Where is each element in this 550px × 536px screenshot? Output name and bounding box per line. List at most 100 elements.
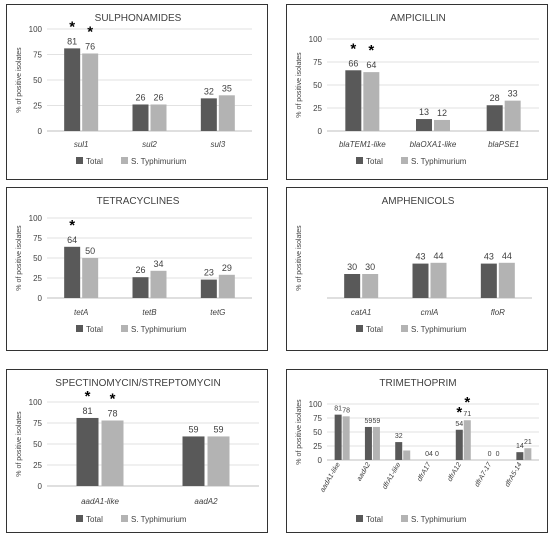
x-tick-label: blaPSE1: [488, 140, 519, 149]
legend-swatch-total: [76, 515, 83, 522]
legend-label-typhimurium: S. Typhimurium: [411, 325, 467, 334]
data-label: 76: [85, 41, 95, 51]
legend-label-total: Total: [86, 325, 103, 334]
bar-total-aadA1-like: [76, 417, 99, 486]
y-tick-label: 100: [29, 25, 43, 34]
data-label: 30: [347, 262, 357, 272]
bar-typhimurium-sul2: [150, 104, 167, 131]
data-label: 04: [425, 451, 433, 458]
data-label: 26: [135, 265, 145, 275]
data-label: 81: [82, 406, 92, 416]
x-tick-label: dfrA1-like: [382, 461, 403, 490]
legend-swatch-typhimurium: [401, 157, 408, 164]
bar-total-blaPSE1: [486, 105, 503, 131]
x-tick-label: floR: [491, 308, 505, 317]
bar-total-dfrA5-14: [516, 452, 524, 460]
y-tick-label: 75: [313, 414, 322, 423]
chart-title: TRIMETHOPRIM: [379, 378, 456, 389]
bar-typhimurium-blaOXA1-like: [434, 119, 450, 131]
bar-total-tetB: [132, 277, 149, 298]
data-label: 59: [213, 424, 223, 434]
y-tick-label: 0: [38, 482, 43, 491]
bar-typhimurium-dfrA1-like: [403, 450, 411, 460]
bar-total-sul2: [132, 104, 149, 131]
legend-swatch-total: [76, 157, 83, 164]
bar-typhimurium-dfrA12: [463, 420, 471, 460]
bar-total-catA1: [344, 274, 361, 298]
chart-panel-sulphonamides: SULPHONAMIDES % of positive isolates 0 25 50…: [6, 4, 268, 180]
bar-total-tetA: [64, 246, 81, 298]
data-label: 0: [496, 451, 500, 458]
x-tick-label: cmlA: [421, 308, 439, 317]
legend-label-total: Total: [366, 515, 383, 524]
legend-swatch-typhimurium: [121, 325, 128, 332]
x-tick-label: dfrA12: [447, 461, 463, 482]
bar-total-aadA1-like: [334, 414, 342, 460]
y-tick-label: 100: [29, 214, 43, 223]
data-label: 78: [342, 407, 350, 414]
legend-label-typhimurium: S. Typhimurium: [411, 157, 467, 166]
data-label: 32: [395, 433, 403, 440]
data-label: 66: [348, 58, 358, 68]
x-tick-label: aadA1-like: [319, 461, 342, 493]
y-tick-label: 75: [33, 234, 42, 243]
y-tick-label: 25: [313, 442, 322, 451]
y-tick-label: 75: [33, 51, 42, 60]
legend-swatch-typhimurium: [401, 515, 408, 522]
legend-label-typhimurium: S. Typhimurium: [411, 515, 467, 524]
data-label: 30: [365, 262, 375, 272]
data-label: 78: [107, 408, 117, 418]
data-label: 59: [373, 418, 381, 425]
significance-asterisk: *: [350, 40, 356, 57]
chart-title: SULPHONAMIDES: [95, 13, 182, 24]
bar-total-dfrA12: [455, 429, 463, 460]
data-label: 23: [204, 268, 214, 278]
chart-title: SPECTINOMYCIN/STREPTOMYCIN: [55, 378, 220, 389]
bar-typhimurium-tetB: [150, 270, 167, 298]
data-label: 64: [366, 60, 376, 70]
y-axis-label: % of positive isolates: [296, 399, 303, 465]
bar-total-sul1: [64, 48, 81, 131]
chart-svg-amphenicols: AMPHENICOLS % of positive isolates 30 30 cat…: [296, 196, 532, 334]
bar-total-floR: [480, 263, 497, 298]
data-label: 32: [204, 86, 214, 96]
data-label: 26: [135, 92, 145, 102]
legend-label-typhimurium: S. Typhimurium: [131, 157, 187, 166]
bar-total-blaOXA1-like: [416, 119, 432, 131]
chart-panel-tetracyclines: TETRACYCLINES % of positive isolates 0 25 50…: [6, 187, 268, 351]
y-tick-label: 50: [33, 254, 42, 263]
data-label: 59: [188, 424, 198, 434]
chart-title: AMPICILLIN: [390, 13, 446, 24]
significance-asterisk: *: [69, 217, 75, 234]
legend-label-total: Total: [86, 157, 103, 166]
x-tick-label: tetB: [142, 308, 157, 317]
y-axis-label: % of positive isolates: [16, 47, 23, 113]
y-tick-label: 25: [33, 461, 42, 470]
legend-label-typhimurium: S. Typhimurium: [131, 515, 187, 524]
chart-title: AMPHENICOLS: [382, 196, 455, 207]
x-tick-label: catA1: [351, 308, 371, 317]
data-label: 50: [85, 246, 95, 256]
data-label: 21: [524, 439, 532, 446]
data-label: 35: [222, 83, 232, 93]
legend-label-total: Total: [86, 515, 103, 524]
chart-panel-ampicillin: AMPICILLIN % of positive isolates 0 25 50 75 1…: [286, 4, 548, 180]
x-tick-label: sul2: [142, 140, 157, 149]
data-label: 54: [455, 421, 463, 428]
legend-swatch-typhimurium: [121, 515, 128, 522]
legend-label-total: Total: [366, 325, 383, 334]
y-tick-label: 0: [38, 294, 43, 303]
data-label: 26: [153, 92, 163, 102]
y-tick-label: 0: [38, 127, 43, 136]
data-label: 71: [463, 411, 471, 418]
bar-typhimurium-floR: [498, 262, 515, 298]
legend-swatch-total: [356, 157, 363, 164]
legend-label-total: Total: [366, 157, 383, 166]
y-tick-label: 25: [33, 102, 42, 111]
y-tick-label: 25: [313, 104, 322, 113]
x-tick-label: sul1: [74, 140, 89, 149]
significance-asterisk: *: [456, 404, 462, 421]
legend-swatch-total: [76, 325, 83, 332]
chart-panel-amphenicols: AMPHENICOLS % of positive isolates 30 30 cat…: [286, 187, 548, 351]
y-tick-label: 100: [309, 400, 323, 409]
